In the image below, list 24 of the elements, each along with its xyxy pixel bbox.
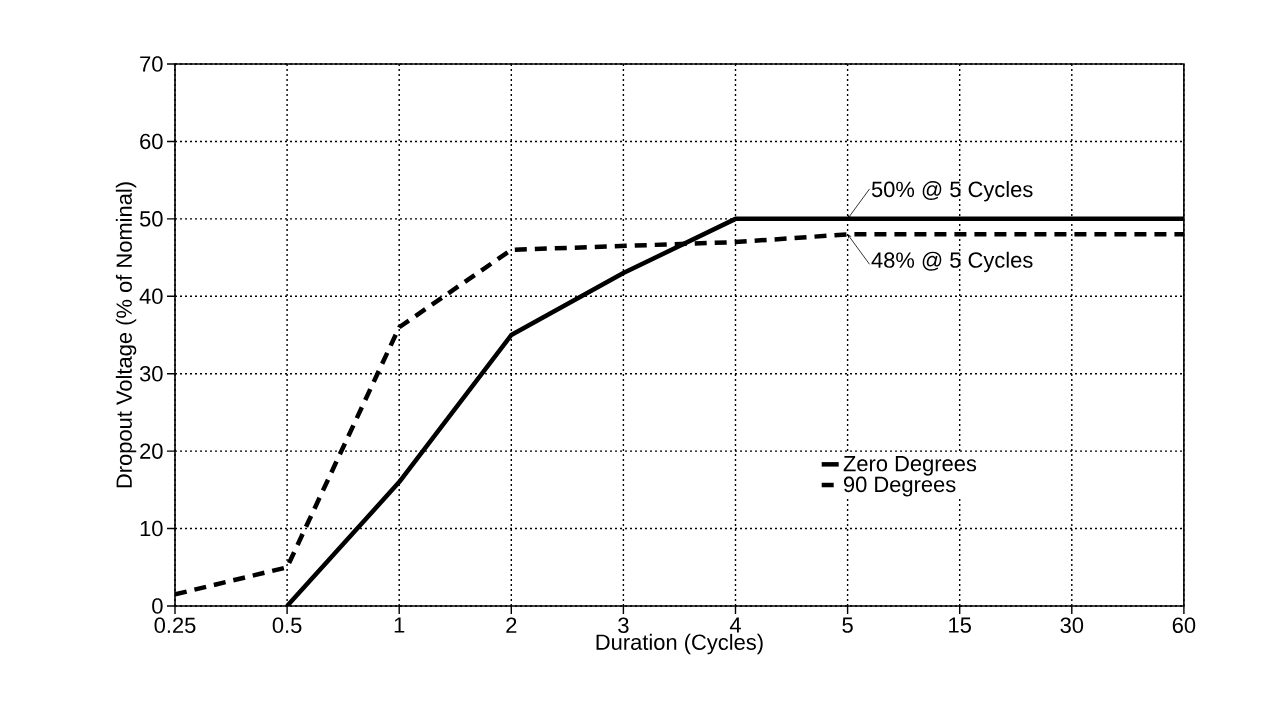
x-tick-label: 5 xyxy=(842,617,853,633)
x-tick-label: 30 xyxy=(1060,617,1084,634)
y-axis-title: Dropout Voltage (% of Nominal) xyxy=(115,182,137,488)
x-tick-label: 0.25 xyxy=(154,617,196,634)
y-tick-label: 10 xyxy=(140,520,163,537)
annotation: 48% @ 5 Cycles xyxy=(871,251,1033,273)
x-tick-label: 3 xyxy=(618,617,629,634)
x-tick-label: 15 xyxy=(949,617,971,633)
x-tick-label: 2 xyxy=(506,617,517,633)
y-tick-label: 0 xyxy=(152,598,163,614)
y-tick-label: 60 xyxy=(140,133,163,150)
x-tick-label: 0.5 xyxy=(272,617,302,634)
legend-label: 90 Degrees xyxy=(843,476,956,497)
x-tick-label: 1 xyxy=(394,617,405,633)
y-tick-label: 70 xyxy=(140,56,163,72)
x-axis-title: Duration (Cycles) xyxy=(596,633,763,655)
x-tick-label: 60 xyxy=(1172,617,1196,634)
y-tick-label: 20 xyxy=(140,443,163,459)
x-tick-label: 4 xyxy=(729,617,741,633)
y-tick-label: 50 xyxy=(139,211,163,227)
legend-label: Zero Degrees xyxy=(843,456,977,476)
y-tick-label: 40 xyxy=(139,288,163,305)
y-tick-label: 30 xyxy=(139,365,163,382)
annotation: 50% @ 5 Cycles xyxy=(871,181,1033,202)
